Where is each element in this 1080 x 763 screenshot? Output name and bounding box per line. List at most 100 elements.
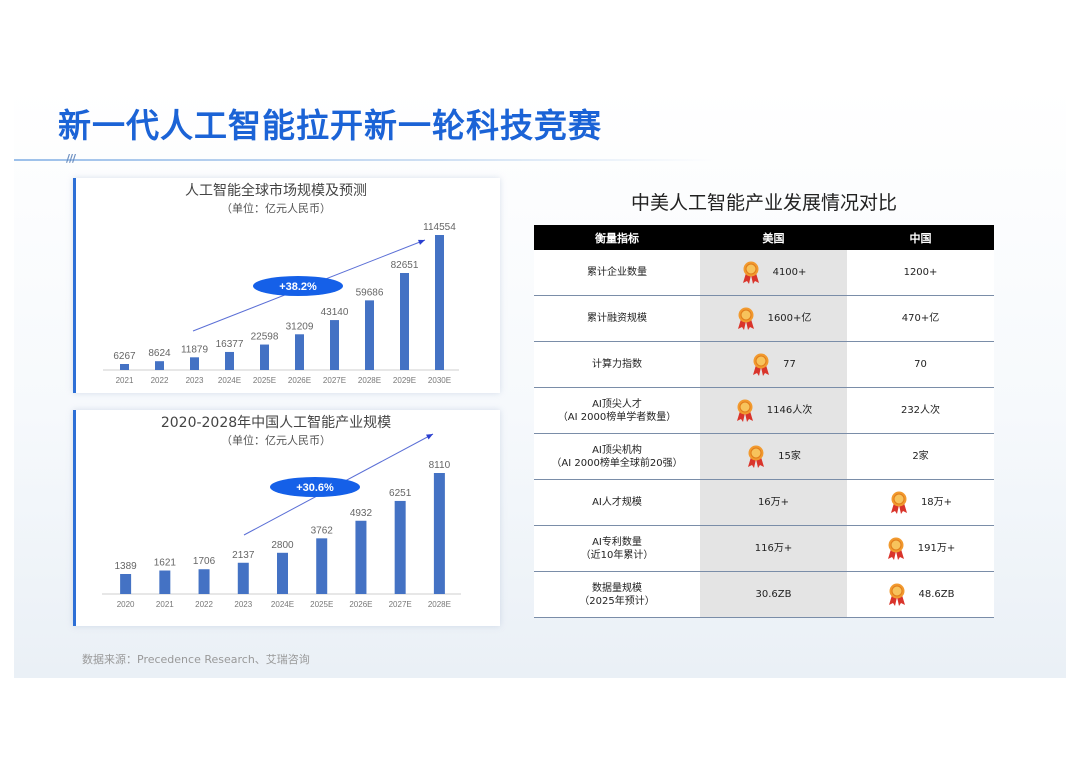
data-label: 8110 xyxy=(429,460,451,471)
metric-name: 计算力指数 xyxy=(592,359,642,370)
medal-icon xyxy=(746,445,766,469)
bar xyxy=(198,569,210,594)
x-tick-label: 2024E xyxy=(271,600,294,609)
table-row: AI顶尖机构 （AI 2000榜单全球前20强） 15家 2家 xyxy=(534,433,994,480)
chart-title: 2020-2028年中国人工智能产业规模 xyxy=(161,415,391,431)
metric-note: （近10年累计） xyxy=(580,549,654,561)
data-label: 16377 xyxy=(216,339,244,350)
bar xyxy=(155,361,164,370)
data-label: 2137 xyxy=(232,550,255,561)
us-value: 1146人次 xyxy=(766,405,813,416)
data-label: 31209 xyxy=(286,321,314,332)
global-market-chart: 人工智能全球市场规模及预测 （单位：亿元人民币） 6267 2021 8624 2022 1… xyxy=(103,182,459,385)
growth-label: +30.6% xyxy=(296,482,334,494)
cell-content: 1600+亿 xyxy=(700,307,847,331)
table-row: 累计融资规模 1600+亿 470+亿 xyxy=(534,295,994,342)
x-tick-label: 2023 xyxy=(234,600,252,609)
us-value: 4100+ xyxy=(772,267,807,278)
table-row: AI顶尖人才 （AI 2000榜单学者数量） 1146人次 232人次 xyxy=(534,387,994,434)
us-value-cell: 1600+亿 xyxy=(700,295,847,342)
comparison-table: 衡量指标 美国 中国 累计企业数量 4100+ 1200+ 累计融资规模 1600+亿 4… xyxy=(534,225,994,618)
x-tick-label: 2020 xyxy=(117,600,135,609)
data-label: 43140 xyxy=(321,307,349,318)
bar xyxy=(435,235,444,370)
data-label: 11879 xyxy=(181,344,209,355)
header-us: 美国 xyxy=(700,225,847,250)
cn-value: 191万+ xyxy=(917,543,956,554)
data-label: 22598 xyxy=(251,332,279,343)
data-label: 3762 xyxy=(311,525,334,536)
medal-icon xyxy=(886,537,906,561)
cn-value-cell: 18万+ xyxy=(847,479,994,526)
cell-content: 191万+ xyxy=(847,537,994,561)
metric-cell: 计算力指数 xyxy=(534,341,700,388)
x-tick-label: 2022 xyxy=(195,600,213,609)
metric-name: AI人才规模 xyxy=(592,497,642,508)
global-market-chart-panel: 人工智能全球市场规模及预测 （单位：亿元人民币） 6267 2021 8624 2022 1… xyxy=(73,178,500,393)
bar xyxy=(355,520,367,594)
bar xyxy=(225,351,234,370)
cell-content: 2家 xyxy=(847,450,994,463)
cell-content: 15家 xyxy=(700,445,847,469)
metric-note: （AI 2000榜单全球前20强） xyxy=(551,457,683,469)
table-row: AI人才规模 16万+ 18万+ xyxy=(534,479,994,526)
bar xyxy=(260,344,269,370)
cn-value-cell: 191万+ xyxy=(847,525,994,572)
cn-value: 232人次 xyxy=(900,405,941,416)
title-underline xyxy=(14,159,714,161)
chart-title: 人工智能全球市场规模及预测 xyxy=(185,182,367,199)
cn-value: 1200+ xyxy=(903,267,938,278)
comparison-title: 中美人工智能产业发展情况对比 xyxy=(630,192,897,214)
us-value-cell: 116万+ xyxy=(700,525,847,572)
us-value-cell: 1146人次 xyxy=(700,387,847,434)
cn-value-cell: 232人次 xyxy=(847,387,994,434)
data-label: 6267 xyxy=(113,351,136,362)
table-row: 数据量规模 （2025年预计） 30.6ZB 48.6ZB xyxy=(534,571,994,618)
us-value-cell: 4100+ xyxy=(700,250,847,296)
growth-badge xyxy=(270,477,360,497)
x-tick-label: 2026E xyxy=(288,376,311,385)
cn-value-cell: 70 xyxy=(847,341,994,388)
metric-name: 累计融资规模 xyxy=(587,313,647,324)
cn-value: 48.6ZB xyxy=(918,589,955,600)
metric-cell: AI专利数量 （近10年累计） xyxy=(534,525,700,572)
bar xyxy=(190,357,199,370)
cn-value: 470+亿 xyxy=(901,313,940,324)
table-row: AI专利数量 （近10年累计） 116万+ 191万+ xyxy=(534,525,994,572)
metric-cell: AI顶尖机构 （AI 2000榜单全球前20强） xyxy=(534,433,700,480)
cell-content: 1200+ xyxy=(847,266,994,279)
us-value: 77 xyxy=(783,359,796,370)
x-tick-label: 2024E xyxy=(218,376,241,385)
metric-name: AI专利数量 xyxy=(592,536,642,548)
x-tick-label: 2029E xyxy=(393,376,416,385)
bar xyxy=(330,320,339,370)
data-label: 8624 xyxy=(148,348,171,359)
us-value-cell: 30.6ZB xyxy=(700,571,847,618)
metric-cell: 累计企业数量 xyxy=(534,250,700,296)
header-metric: 衡量指标 xyxy=(534,225,700,250)
chart-subtitle: （单位：亿元人民币） xyxy=(221,433,331,447)
metric-cell: AI顶尖人才 （AI 2000榜单学者数量） xyxy=(534,387,700,434)
x-tick-label: 2025E xyxy=(310,600,333,609)
header-cn: 中国 xyxy=(847,225,994,250)
us-value-cell: 16万+ xyxy=(700,479,847,526)
bar xyxy=(295,334,304,370)
cell-content: 232人次 xyxy=(847,404,994,417)
x-tick-label: 2023 xyxy=(186,376,204,385)
cn-value: 70 xyxy=(914,359,927,370)
cell-content: 4100+ xyxy=(700,261,847,285)
medal-icon xyxy=(887,583,907,607)
table-header-row: 衡量指标 美国 中国 xyxy=(534,225,994,250)
bar xyxy=(316,538,328,594)
growth-badge xyxy=(253,276,343,296)
bar xyxy=(277,552,288,594)
medal-icon xyxy=(889,491,909,515)
cn-value-cell: 1200+ xyxy=(847,250,994,296)
metric-note: （AI 2000榜单学者数量） xyxy=(557,411,677,423)
x-tick-label: 2021 xyxy=(116,376,134,385)
data-source-note: 数据来源：Precedence Research、艾瑞咨询 xyxy=(82,653,310,666)
cn-value-cell: 470+亿 xyxy=(847,295,994,342)
bar xyxy=(120,574,132,594)
cell-content: 16万+ xyxy=(700,496,847,509)
metric-cell: 数据量规模 （2025年预计） xyxy=(534,571,700,618)
